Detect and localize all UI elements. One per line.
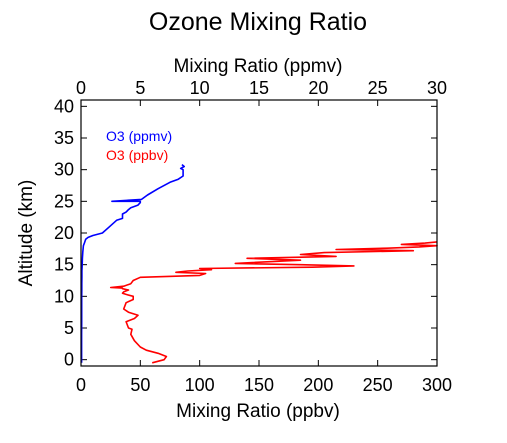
top-tick-label: 30 — [427, 78, 447, 98]
chart-title: Ozone Mixing Ratio — [149, 8, 367, 36]
y-tick-label: 30 — [54, 160, 74, 180]
bottom-axis-label: Mixing Ratio (ppbv) — [176, 401, 340, 422]
y-axis-label: Altitude (km) — [16, 180, 37, 287]
plot-series — [80, 163, 438, 364]
bottom-tick-label: 150 — [244, 375, 274, 395]
series-line-ppmv — [80, 163, 185, 363]
legend: O3 (ppmv) O3 (ppbv) — [106, 128, 172, 163]
y-tick-label: 10 — [54, 286, 74, 306]
top-tick-label: 0 — [76, 78, 86, 98]
y-tick-label: 40 — [54, 96, 74, 116]
bottom-tick-label: 50 — [130, 375, 150, 395]
y-tick-label: 5 — [64, 318, 74, 338]
y-tick-label: 25 — [54, 191, 74, 211]
bottom-tick-label: 100 — [185, 375, 215, 395]
y-tick-label: 15 — [54, 255, 74, 275]
bottom-tick-label: 250 — [363, 375, 393, 395]
y-tick-label: 0 — [64, 350, 74, 370]
y-tick-label: 35 — [54, 128, 74, 148]
bottom-tick-label: 300 — [422, 375, 452, 395]
top-tick-label: 5 — [135, 78, 145, 98]
series-line-ppbv — [109, 241, 438, 364]
bottom-tick-label: 0 — [76, 375, 86, 395]
top-tick-label: 20 — [308, 78, 328, 98]
top-tick-label: 15 — [249, 78, 269, 98]
bottom-tick-label: 200 — [303, 375, 333, 395]
top-tick-label: 25 — [368, 78, 388, 98]
y-tick-label: 20 — [54, 223, 74, 243]
top-axis-label: Mixing Ratio (ppmv) — [174, 56, 343, 77]
legend-entry-ppmv: O3 (ppmv) — [106, 128, 172, 144]
top-tick-label: 10 — [190, 78, 210, 98]
legend-entry-ppbv: O3 (ppbv) — [106, 147, 168, 163]
plot-frame — [80, 99, 438, 367]
